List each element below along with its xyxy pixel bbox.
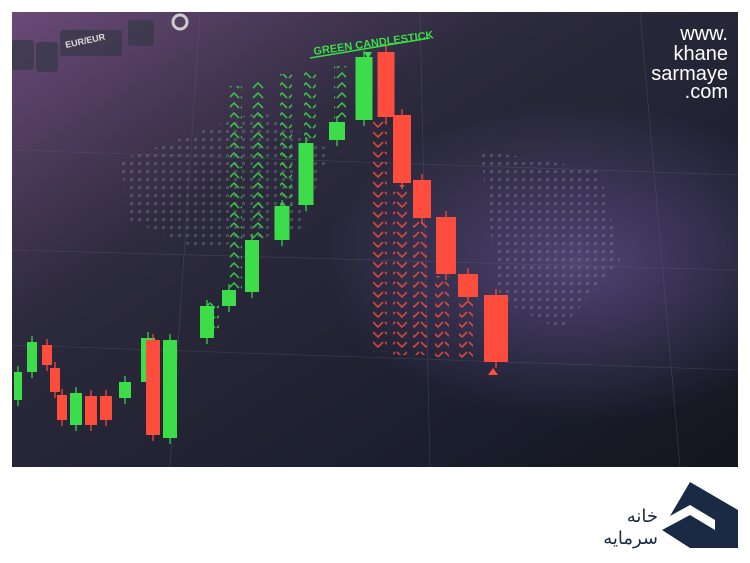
- world-map: [120, 110, 620, 330]
- arrow-column: [280, 74, 292, 206]
- candle: [119, 382, 131, 398]
- candlesticks: [14, 46, 508, 444]
- candle: [377, 52, 395, 117]
- candle: [57, 395, 67, 420]
- candle: [50, 368, 60, 392]
- arrow-column: [435, 276, 449, 357]
- arrow-column: [459, 298, 473, 358]
- watermark-line: www.: [679, 23, 728, 45]
- candle: [163, 340, 177, 438]
- arrow-column: [230, 86, 242, 290]
- candle: [42, 345, 52, 365]
- logo-text: خانه: [627, 506, 658, 527]
- candle: [146, 340, 160, 435]
- candle: [70, 393, 82, 425]
- candle: [27, 342, 37, 372]
- candle: [458, 274, 478, 297]
- arrow-column: [413, 220, 427, 355]
- candle: [355, 57, 373, 120]
- candle: [436, 217, 456, 274]
- candle: [100, 396, 112, 420]
- caption-pointer: [364, 52, 372, 59]
- watermark-line: khane: [674, 43, 729, 65]
- candle: [393, 115, 411, 183]
- candle: [484, 295, 508, 362]
- logo: خانه سرمایه: [603, 482, 738, 549]
- close-button[interactable]: [36, 42, 58, 72]
- watermark: www. khane sarmaye .com: [651, 23, 728, 103]
- marker: [488, 368, 498, 375]
- candle: [274, 206, 290, 240]
- candle: [85, 396, 97, 425]
- logo-mark: [662, 482, 738, 548]
- logo-text: سرمایه: [603, 528, 658, 549]
- arrow-column: [373, 120, 387, 352]
- candle: [413, 180, 431, 218]
- gear-icon[interactable]: [171, 13, 189, 31]
- caption-line: [309, 37, 431, 59]
- arrow-column: [304, 70, 316, 143]
- arrow-column: [334, 66, 346, 122]
- arrow-column: [393, 185, 407, 355]
- candle: [200, 306, 214, 338]
- toolbar-button[interactable]: [12, 40, 34, 70]
- toolbar: EUR/EUR: [12, 13, 189, 72]
- watermark-line: .com: [685, 81, 728, 103]
- settings-button[interactable]: [128, 20, 154, 46]
- candle: [245, 240, 259, 292]
- screenshot: EUR/EUR GREEN CANDLESTICK www. khane sar…: [11, 11, 739, 468]
- arrow-column: [252, 80, 264, 240]
- candle: [298, 143, 314, 205]
- candle: [329, 122, 345, 140]
- watermark-line: sarmaye: [651, 63, 728, 85]
- pair-selector[interactable]: [60, 30, 122, 56]
- candle: [14, 372, 22, 400]
- candle: [222, 290, 236, 306]
